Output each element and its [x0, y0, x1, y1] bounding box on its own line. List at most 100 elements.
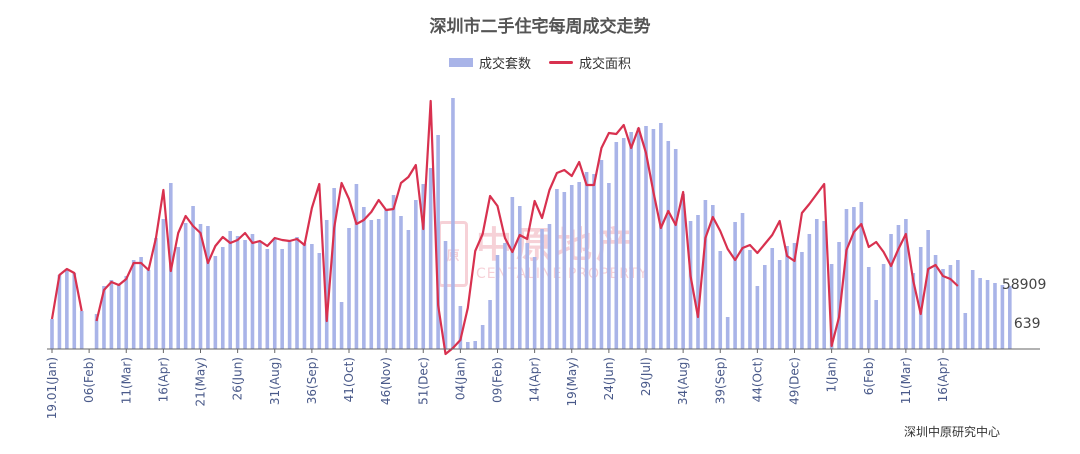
bar-120[interactable]	[941, 269, 945, 349]
bar-25[interactable]	[235, 236, 240, 349]
bar-84[interactable]	[673, 149, 678, 349]
bar-93[interactable]	[740, 213, 745, 349]
bar-114[interactable]	[896, 225, 901, 349]
bar-109[interactable]	[859, 202, 864, 349]
bar-76[interactable]	[614, 142, 619, 349]
bar-110[interactable]	[866, 267, 871, 349]
bar-80[interactable]	[644, 126, 648, 349]
bar-41[interactable]	[354, 184, 359, 349]
bar-102[interactable]	[807, 234, 812, 349]
bar-24[interactable]	[228, 231, 232, 349]
bar-121[interactable]	[948, 265, 953, 349]
bar-63[interactable]	[517, 206, 522, 349]
bar-125[interactable]	[978, 278, 982, 349]
bar-14[interactable]	[154, 238, 158, 349]
bar-31[interactable]	[280, 249, 284, 349]
bar-111[interactable]	[874, 300, 878, 349]
bar-92[interactable]	[733, 222, 737, 349]
bar-27[interactable]	[250, 234, 255, 349]
bar-51[interactable]	[428, 168, 433, 349]
bar-44[interactable]	[376, 219, 381, 349]
bar-62[interactable]	[510, 197, 515, 349]
bar-0[interactable]	[50, 319, 54, 349]
bar-124[interactable]	[970, 270, 975, 349]
bar-6[interactable]	[94, 314, 99, 349]
bar-29[interactable]	[265, 249, 270, 349]
bar-19[interactable]	[191, 206, 195, 349]
bar-96[interactable]	[763, 265, 767, 349]
bar-67[interactable]	[547, 224, 552, 349]
bar-32[interactable]	[287, 241, 292, 349]
bar-21[interactable]	[206, 226, 210, 349]
bar-128[interactable]	[1000, 285, 1005, 349]
bar-35[interactable]	[310, 244, 314, 349]
bar-72[interactable]	[584, 172, 589, 349]
bar-17[interactable]	[176, 247, 181, 349]
bar-82[interactable]	[659, 123, 663, 349]
bar-42[interactable]	[362, 207, 366, 349]
bar-38[interactable]	[332, 188, 336, 349]
bar-103[interactable]	[814, 219, 819, 349]
bar-22[interactable]	[213, 256, 218, 349]
bar-90[interactable]	[718, 251, 723, 349]
bar-129[interactable]	[1008, 286, 1012, 349]
bar-57[interactable]	[473, 341, 478, 349]
bar-94[interactable]	[748, 250, 752, 349]
bar-9[interactable]	[117, 285, 121, 349]
bar-104[interactable]	[822, 221, 826, 349]
bar-113[interactable]	[889, 234, 893, 349]
bar-4[interactable]	[79, 311, 84, 349]
bar-117[interactable]	[918, 247, 923, 349]
bar-123[interactable]	[963, 313, 968, 349]
bar-69[interactable]	[562, 192, 567, 349]
bar-74[interactable]	[599, 160, 604, 349]
bar-79[interactable]	[636, 128, 641, 349]
bar-3[interactable]	[72, 273, 77, 349]
bar-8[interactable]	[109, 280, 114, 349]
bar-101[interactable]	[800, 252, 804, 349]
bar-122[interactable]	[956, 260, 960, 349]
bar-106[interactable]	[837, 242, 841, 349]
bar-18[interactable]	[183, 223, 188, 349]
bar-47[interactable]	[399, 216, 403, 349]
bar-95[interactable]	[755, 286, 760, 349]
bar-86[interactable]	[688, 221, 693, 349]
bar-30[interactable]	[272, 238, 277, 349]
bar-55[interactable]	[458, 306, 463, 349]
bar-88[interactable]	[703, 200, 708, 349]
bar-37[interactable]	[324, 220, 329, 349]
bar-56[interactable]	[466, 342, 470, 349]
bar-107[interactable]	[844, 209, 849, 349]
bar-64[interactable]	[525, 243, 529, 349]
bar-7[interactable]	[102, 286, 106, 349]
bar-66[interactable]	[540, 229, 544, 349]
bar-71[interactable]	[577, 182, 581, 349]
bar-12[interactable]	[139, 257, 143, 349]
bar-127[interactable]	[993, 283, 997, 349]
bar-61[interactable]	[503, 243, 507, 349]
line-segment-1[interactable]	[95, 99, 959, 356]
bar-100[interactable]	[792, 243, 797, 349]
bar-77[interactable]	[621, 138, 626, 349]
bar-46[interactable]	[391, 195, 396, 349]
bar-40[interactable]	[347, 228, 351, 349]
bar-60[interactable]	[495, 255, 500, 349]
bar-1[interactable]	[57, 275, 62, 349]
bar-15[interactable]	[161, 219, 166, 349]
bar-34[interactable]	[302, 243, 307, 349]
bar-43[interactable]	[369, 220, 374, 349]
bar-97[interactable]	[770, 248, 775, 349]
bar-58[interactable]	[480, 325, 485, 349]
bar-48[interactable]	[406, 230, 411, 349]
bar-2[interactable]	[65, 269, 69, 349]
legend-item-bar[interactable]: 成交套数	[448, 53, 531, 72]
bar-52[interactable]	[436, 135, 440, 349]
bar-116[interactable]	[911, 273, 916, 349]
bar-126[interactable]	[985, 280, 990, 349]
bar-54[interactable]	[451, 98, 455, 349]
bar-33[interactable]	[295, 237, 299, 349]
bar-89[interactable]	[711, 205, 715, 349]
bar-11[interactable]	[131, 260, 136, 349]
bar-118[interactable]	[926, 230, 930, 349]
bar-49[interactable]	[414, 200, 418, 349]
